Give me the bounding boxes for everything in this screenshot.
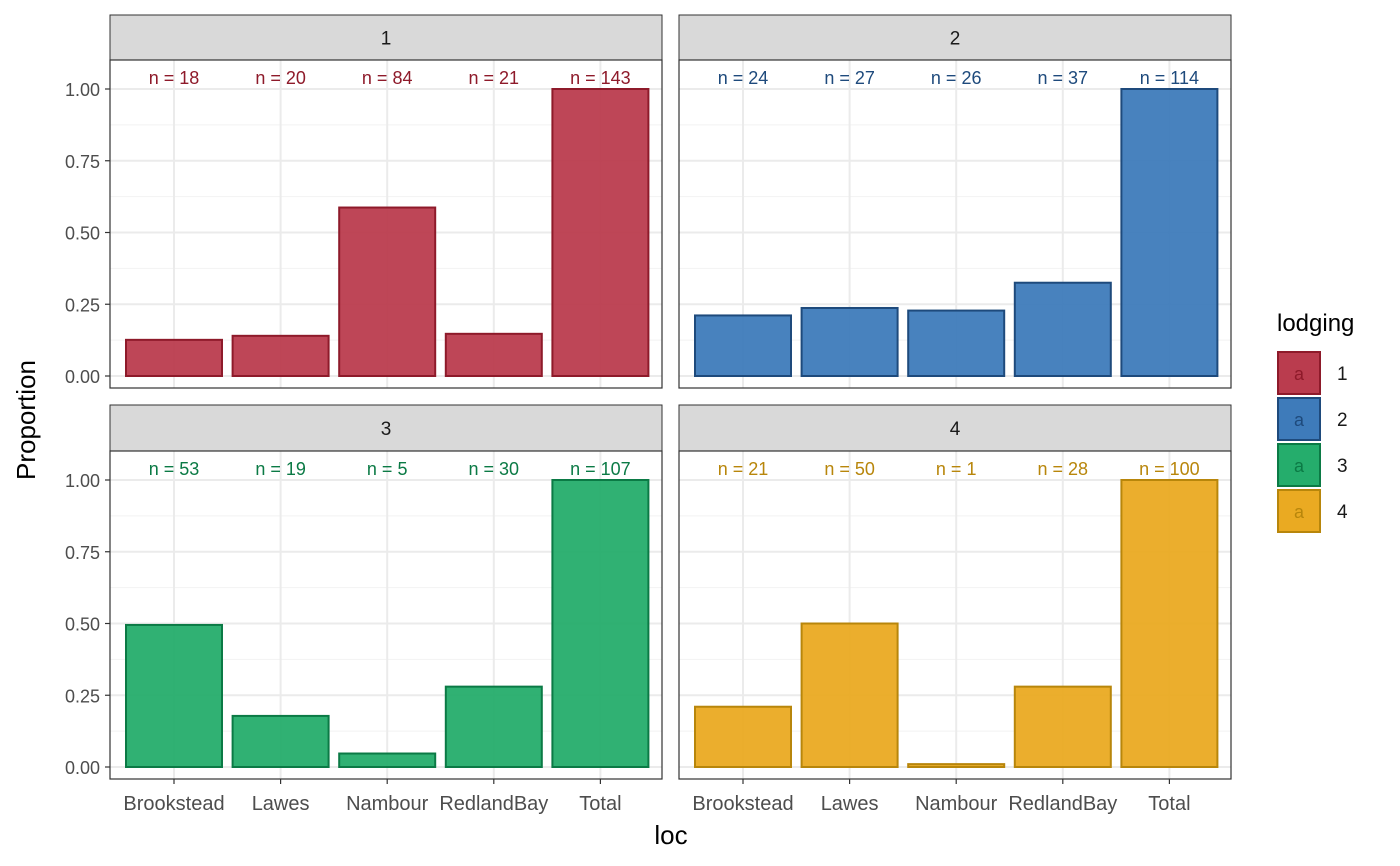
bar-brookstead bbox=[694, 314, 792, 377]
bar-brookstead bbox=[694, 705, 792, 768]
legend-key-glyph: a bbox=[1294, 502, 1305, 522]
count-label: n = 84 bbox=[362, 68, 413, 88]
x-tick-label: RedlandBay bbox=[1008, 793, 1117, 815]
panel-border bbox=[678, 450, 1232, 780]
count-label: n = 27 bbox=[824, 68, 875, 88]
legend-label-2: 2 bbox=[1337, 410, 1348, 431]
facet-panel-4: 4 n = 21 n = 50 n = 1 n = 28 n = 100 Brookstea… bbox=[678, 404, 1232, 815]
y-tick-label: 1.00 bbox=[65, 471, 100, 491]
count-label: n = 1 bbox=[936, 459, 977, 479]
bar-total bbox=[1120, 479, 1219, 768]
legend: lodging a 1 a 2 a 3 a 4 bbox=[1277, 310, 1354, 533]
facet-strip-label: 3 bbox=[381, 419, 392, 440]
facet-panel-2: 2 n = 24 n = 27 n = 26 n = 37 n = 114 bbox=[678, 14, 1232, 389]
bar-lawes bbox=[800, 622, 899, 768]
facet-strip-label: 2 bbox=[950, 29, 961, 50]
x-tick-label: Total bbox=[1148, 793, 1190, 815]
bar-total bbox=[1120, 88, 1219, 377]
count-label: n = 18 bbox=[149, 68, 200, 88]
y-tick-label: 0.00 bbox=[65, 758, 100, 778]
y-tick-label: 0.50 bbox=[65, 615, 100, 635]
bar-redlandbay bbox=[1013, 685, 1112, 769]
count-label: n = 30 bbox=[469, 459, 520, 479]
bar-nambour bbox=[338, 752, 437, 768]
count-label: n = 24 bbox=[718, 68, 769, 88]
legend-key-4 bbox=[1277, 489, 1321, 533]
count-label: n = 19 bbox=[255, 459, 306, 479]
count-label: n = 21 bbox=[718, 459, 769, 479]
count-label: n = 107 bbox=[570, 459, 631, 479]
legend-key-glyph: a bbox=[1294, 410, 1305, 430]
facet-strip-label: 4 bbox=[950, 419, 961, 440]
legend-key-1 bbox=[1277, 351, 1321, 395]
y-axis-title: Proportion bbox=[11, 360, 41, 480]
bar-nambour bbox=[907, 763, 1006, 769]
bar-redlandbay bbox=[444, 685, 543, 769]
legend-key-3 bbox=[1277, 443, 1321, 487]
legend-label-1: 1 bbox=[1337, 364, 1348, 385]
x-tick-label: Nambour bbox=[915, 793, 998, 815]
panel-border bbox=[109, 450, 663, 780]
x-tick-label: Nambour bbox=[346, 793, 429, 815]
legend-key-glyph: a bbox=[1294, 364, 1305, 384]
count-label: n = 53 bbox=[149, 459, 200, 479]
y-tick-label: 0.75 bbox=[65, 543, 100, 563]
legend-label-3: 3 bbox=[1337, 456, 1348, 477]
panel-border bbox=[678, 59, 1232, 389]
y-tick-label: 0.50 bbox=[65, 224, 100, 244]
facet-strip-label: 1 bbox=[381, 29, 392, 50]
axis-titles: loc Proportion bbox=[11, 360, 688, 850]
bar-brookstead bbox=[125, 338, 223, 378]
bar-total bbox=[551, 88, 650, 377]
x-tick-label: Lawes bbox=[252, 793, 310, 815]
y-tick-label: 0.25 bbox=[65, 295, 100, 315]
count-label: n = 50 bbox=[824, 459, 875, 479]
bar-lawes bbox=[231, 714, 330, 768]
count-label: n = 143 bbox=[570, 68, 631, 88]
x-tick-label: Total bbox=[579, 793, 621, 815]
count-label: n = 114 bbox=[1140, 68, 1199, 88]
facet-panel-3: 3 n = 53 n = 19 n = 5 n = 30 n = 107 0.00 0.25 0… bbox=[65, 404, 663, 815]
facet-panels: 1n = 18 n = 20 n = 84 n = 21 n = 1430.000.25… bbox=[65, 14, 1232, 815]
facet-strip bbox=[109, 14, 663, 61]
legend-key-2 bbox=[1277, 397, 1321, 441]
bar-total bbox=[551, 479, 650, 768]
count-label: n = 100 bbox=[1139, 459, 1200, 479]
panel-border bbox=[109, 59, 663, 389]
count-label: n = 37 bbox=[1038, 68, 1089, 88]
bar-brookstead bbox=[125, 623, 223, 768]
x-tick-label: Brookstead bbox=[123, 793, 224, 815]
count-label: n = 28 bbox=[1038, 459, 1089, 479]
legend-title: lodging bbox=[1277, 310, 1354, 337]
bar-lawes bbox=[231, 334, 330, 378]
count-label: n = 5 bbox=[367, 459, 408, 479]
count-label: n = 20 bbox=[255, 68, 306, 88]
count-label: n = 26 bbox=[931, 68, 982, 88]
legend-key-glyph: a bbox=[1294, 456, 1305, 476]
y-tick-label: 0.75 bbox=[65, 152, 100, 172]
x-tick-label: Lawes bbox=[821, 793, 879, 815]
y-tick-label: 1.00 bbox=[65, 80, 100, 100]
facet-strip bbox=[678, 14, 1232, 61]
count-label: n = 21 bbox=[469, 68, 520, 88]
legend-label-4: 4 bbox=[1337, 502, 1348, 523]
facet-strip bbox=[678, 404, 1232, 452]
bar-nambour bbox=[338, 206, 437, 377]
facet-strip bbox=[109, 404, 663, 452]
x-tick-label: Brookstead bbox=[692, 793, 793, 815]
bar-redlandbay bbox=[1013, 281, 1112, 378]
x-axis-title: loc bbox=[654, 820, 687, 850]
y-tick-label: 0.00 bbox=[65, 367, 100, 387]
y-tick-label: 0.25 bbox=[65, 686, 100, 706]
bar-nambour bbox=[907, 309, 1006, 377]
bar-lawes bbox=[800, 306, 899, 377]
x-tick-label: RedlandBay bbox=[439, 793, 548, 815]
bar-redlandbay bbox=[444, 332, 543, 378]
facet-panel-1: 1 n = 18 n = 20 n = 84 n = 21 n = 143 0.00 0.25… bbox=[65, 14, 663, 389]
